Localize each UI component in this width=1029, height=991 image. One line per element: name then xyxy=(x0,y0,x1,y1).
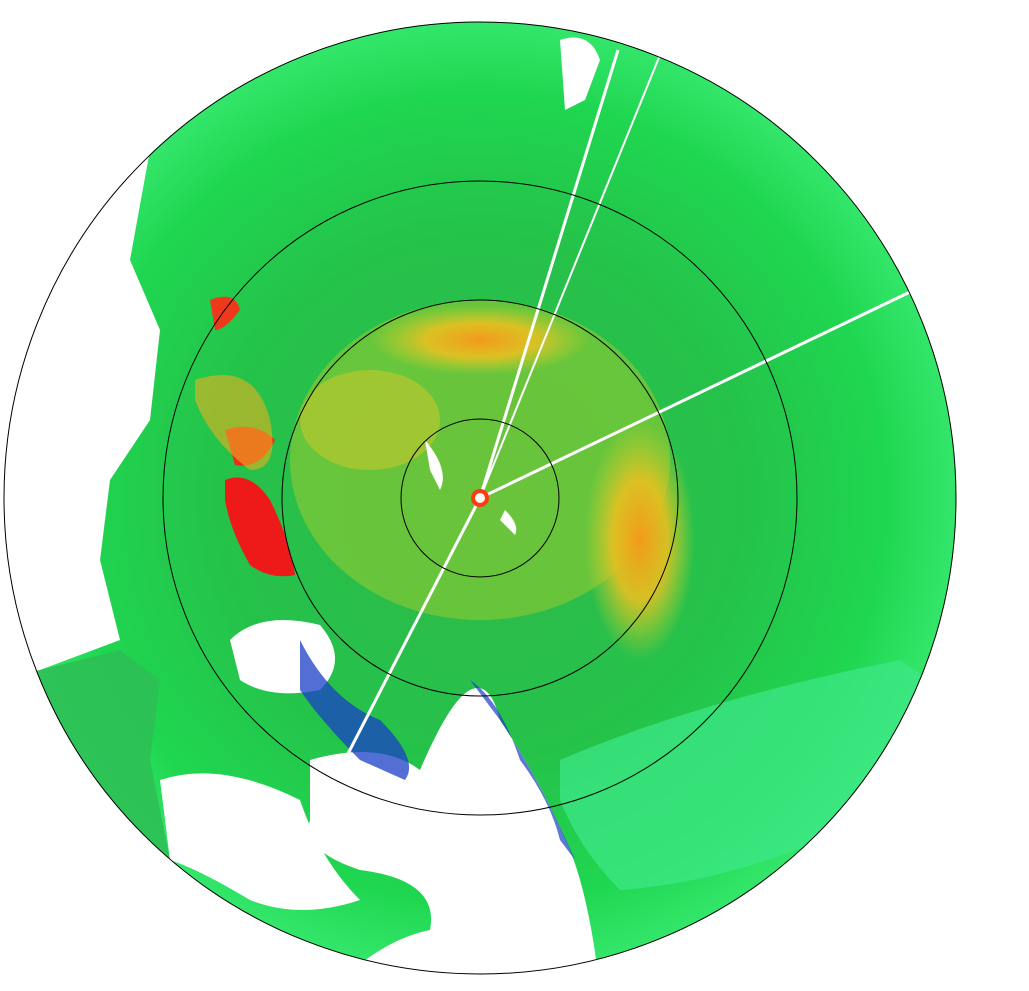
clutter-gap xyxy=(425,440,443,490)
echo-southwest xyxy=(4,650,170,974)
range-rings xyxy=(3,21,957,975)
beam-blockage xyxy=(288,497,482,867)
clutter-gap xyxy=(500,510,517,535)
strong-echo xyxy=(585,420,695,660)
no-echo-southwest xyxy=(160,773,360,910)
range-ring xyxy=(281,299,679,697)
beam-blockage xyxy=(479,54,661,499)
weak-echo-edge xyxy=(300,640,410,780)
heavy-echo xyxy=(225,477,295,577)
moderate-echo xyxy=(195,375,273,470)
range-ring xyxy=(162,180,798,816)
echo-southeast xyxy=(560,660,956,890)
heavy-echo xyxy=(210,296,240,330)
no-echo-north xyxy=(560,37,600,110)
range-ring xyxy=(400,418,560,578)
radar-site xyxy=(475,493,485,503)
moderate-echo xyxy=(300,370,440,470)
beam-blockage xyxy=(478,49,620,499)
range-ring-outer xyxy=(3,21,957,975)
weak-echo-edge xyxy=(470,680,575,860)
